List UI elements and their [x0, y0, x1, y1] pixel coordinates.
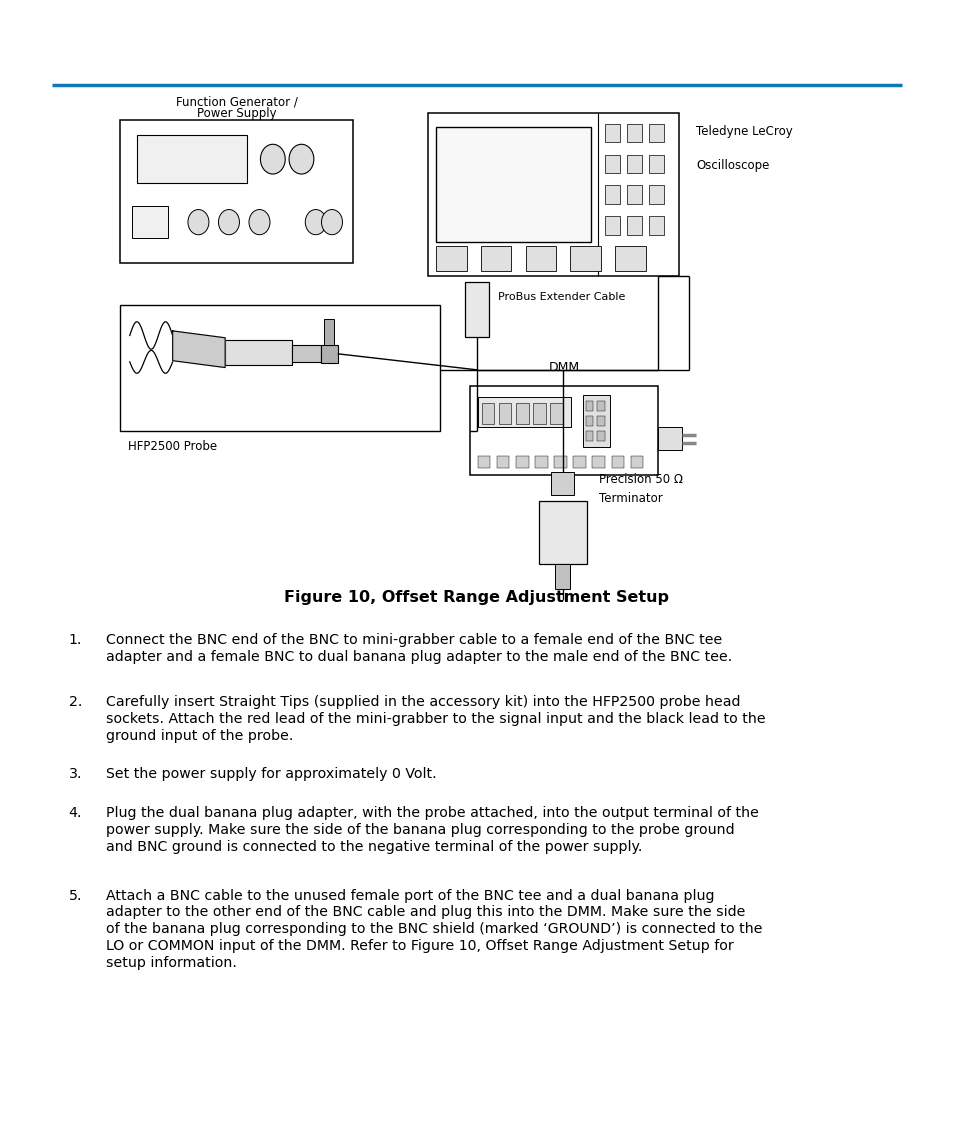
Bar [137, 135, 247, 183]
Bar [585, 416, 593, 426]
Text: adapter and a female BNC to dual banana plug adapter to the male end of the BNC : adapter and a female BNC to dual banana … [106, 650, 731, 664]
Bar [626, 124, 641, 142]
Bar [597, 431, 604, 441]
Bar [604, 124, 619, 142]
Bar [597, 416, 604, 426]
Text: Connect the BNC end of the BNC to mini-grabber cable to a female end of the BNC : Connect the BNC end of the BNC to mini-g… [106, 633, 721, 647]
Bar [498, 403, 511, 424]
Bar [464, 282, 489, 337]
Text: 4.: 4. [69, 806, 82, 820]
Text: Figure 10, Offset Range Adjustment Setup: Figure 10, Offset Range Adjustment Setup [284, 590, 669, 606]
Bar [604, 216, 619, 235]
Bar [597, 401, 604, 411]
Text: DMM: DMM [548, 362, 579, 374]
Bar [648, 124, 663, 142]
Bar [516, 456, 528, 468]
Bar [533, 403, 545, 424]
Bar [436, 246, 466, 271]
Text: 5.: 5. [69, 889, 82, 902]
Text: Set the power supply for approximately 0 Volt.: Set the power supply for approximately 0… [106, 767, 436, 781]
Polygon shape [172, 331, 225, 368]
Bar [604, 185, 619, 204]
Bar [525, 246, 556, 271]
Bar [648, 185, 663, 204]
Text: ground input of the probe.: ground input of the probe. [106, 729, 293, 743]
Text: Teledyne LeCroy: Teledyne LeCroy [696, 125, 792, 137]
Bar [550, 403, 562, 424]
Bar [551, 472, 574, 495]
Text: ProBus Extender Cable: ProBus Extender Cable [497, 292, 625, 302]
Circle shape [188, 210, 209, 235]
Circle shape [321, 210, 342, 235]
Bar [585, 431, 593, 441]
Bar [626, 216, 641, 235]
Bar [516, 403, 528, 424]
Text: HFP2500 Probe: HFP2500 Probe [128, 440, 216, 452]
Text: adapter to the other end of the BNC cable and plug this into the DMM. Make sure : adapter to the other end of the BNC cabl… [106, 906, 744, 919]
Bar [497, 456, 509, 468]
Text: Precision 50 Ω: Precision 50 Ω [598, 473, 682, 485]
Text: LO or COMMON input of the DMM. Refer to Figure 10, Offset Range Adjustment Setup: LO or COMMON input of the DMM. Refer to … [106, 939, 733, 954]
Bar [555, 563, 570, 589]
Bar [538, 502, 586, 563]
Text: Plug the dual banana plug adapter, with the probe attached, into the output term: Plug the dual banana plug adapter, with … [106, 806, 758, 820]
Text: of the banana plug corresponding to the BNC shield (marked ‘GROUND’) is connecte: of the banana plug corresponding to the … [106, 923, 761, 937]
Circle shape [249, 210, 270, 235]
Text: 3.: 3. [69, 767, 82, 781]
Bar [477, 456, 490, 468]
Bar [648, 155, 663, 173]
Bar [648, 216, 663, 235]
Bar [320, 345, 337, 363]
Circle shape [289, 144, 314, 174]
Bar [611, 456, 623, 468]
Text: 1.: 1. [69, 633, 82, 647]
Bar [535, 456, 547, 468]
Bar [585, 401, 593, 411]
Text: Carefully insert Straight Tips (supplied in the accessory kit) into the HFP2500 : Carefully insert Straight Tips (supplied… [106, 695, 740, 709]
Text: Oscilloscope: Oscilloscope [696, 159, 769, 172]
Text: sockets. Attach the red lead of the mini-grabber to the signal input and the bla: sockets. Attach the red lead of the mini… [106, 712, 764, 726]
Bar [436, 127, 590, 242]
Bar [324, 319, 334, 345]
Bar [477, 397, 571, 427]
Bar [582, 395, 609, 447]
Bar [470, 386, 658, 475]
Bar [292, 345, 320, 362]
Bar [120, 120, 353, 263]
Circle shape [305, 210, 326, 235]
Text: 2.: 2. [69, 695, 82, 709]
Text: Function Generator /: Function Generator / [175, 96, 297, 109]
Bar [554, 456, 566, 468]
Bar [658, 427, 681, 450]
Text: Power Supply: Power Supply [196, 108, 276, 120]
Bar [626, 155, 641, 173]
Text: power supply. Make sure the side of the banana plug corresponding to the probe g: power supply. Make sure the side of the … [106, 823, 734, 837]
Bar [630, 456, 642, 468]
Text: setup information.: setup information. [106, 956, 236, 970]
Circle shape [218, 210, 239, 235]
Bar [592, 456, 604, 468]
Circle shape [260, 144, 285, 174]
Bar [225, 340, 292, 365]
Bar [132, 206, 168, 238]
Bar [626, 185, 641, 204]
Bar [615, 246, 645, 271]
Text: Terminator: Terminator [598, 492, 662, 505]
Text: and BNC ground is connected to the negative terminal of the power supply.: and BNC ground is connected to the negat… [106, 840, 641, 854]
Bar [428, 113, 679, 276]
Bar [480, 246, 511, 271]
Bar [570, 246, 600, 271]
Text: Attach a BNC cable to the unused female port of the BNC tee and a dual banana pl: Attach a BNC cable to the unused female … [106, 889, 714, 902]
Bar [604, 155, 619, 173]
Bar [120, 305, 439, 431]
Bar [573, 456, 585, 468]
Bar [481, 403, 494, 424]
